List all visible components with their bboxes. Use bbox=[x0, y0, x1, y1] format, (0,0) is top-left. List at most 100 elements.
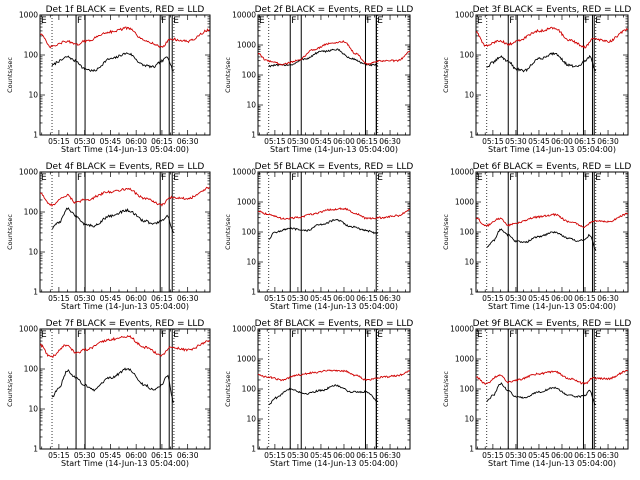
marker-label: E bbox=[477, 16, 483, 26]
x-tick-label: 05:15 bbox=[482, 294, 504, 303]
marker-label: F bbox=[584, 173, 589, 183]
y-tick-label: 1000 bbox=[455, 11, 474, 20]
y-tick-label: 1 bbox=[33, 288, 38, 297]
y-tick-label: 1000 bbox=[237, 355, 256, 364]
marker-label: F bbox=[161, 173, 166, 183]
marker-label: E bbox=[259, 16, 265, 26]
x-tick-label: 06:15 bbox=[574, 451, 596, 460]
detector-plot: Det 4f BLACK = Events, RED = LLD 1 10 100 10… bbox=[6, 162, 211, 311]
plot-title: Det 2f BLACK = Events, RED = LLD bbox=[255, 5, 414, 15]
marker-label: E bbox=[377, 16, 383, 26]
x-axis-label: Start Time (14-Jun-13 05:04:00) bbox=[61, 302, 189, 311]
y-tick-label: 10 bbox=[464, 258, 474, 267]
y-tick-label: 1 bbox=[33, 445, 38, 454]
x-tick-label: 05:45 bbox=[528, 294, 550, 303]
x-tick-label: 06:30 bbox=[177, 137, 199, 146]
detector-plot: Det 8f BLACK = Events, RED = LLD 1 10 100 10… bbox=[224, 319, 413, 468]
marker-label: F bbox=[77, 173, 82, 183]
x-tick-label: 06:00 bbox=[125, 137, 147, 146]
x-tick-label: 06:00 bbox=[333, 451, 355, 460]
lld-series-line bbox=[40, 186, 210, 207]
x-tick-label: 06:15 bbox=[574, 137, 596, 146]
events-series-line bbox=[268, 48, 378, 68]
y-tick-label: 10 bbox=[246, 258, 256, 267]
x-tick-label: 05:15 bbox=[48, 451, 70, 460]
x-tick-label: 05:30 bbox=[287, 451, 309, 460]
plot-title: Det 6f BLACK = Events, RED = LLD bbox=[473, 162, 632, 172]
y-tick-label: 10 bbox=[246, 101, 256, 110]
marker-label: F bbox=[161, 16, 166, 26]
events-series-line bbox=[486, 51, 597, 73]
marker-label: F bbox=[509, 173, 514, 183]
y-tick-label: 100 bbox=[24, 208, 39, 217]
y-tick-label: 1000 bbox=[237, 198, 256, 207]
events-series-line bbox=[268, 218, 379, 240]
y-axis-label: Counts/sec bbox=[6, 214, 14, 250]
y-tick-label: 10000 bbox=[450, 168, 474, 177]
plot-frame bbox=[257, 171, 411, 293]
x-tick-label: 06:15 bbox=[574, 294, 596, 303]
y-axis-label: Counts/sec bbox=[224, 214, 232, 250]
marker-label: F bbox=[366, 16, 371, 26]
x-tick-label: 05:30 bbox=[505, 451, 527, 460]
y-tick-label: 1 bbox=[33, 131, 38, 140]
detector-plot: Det 3f BLACK = Events, RED = LLD 1 10 100 10… bbox=[442, 5, 631, 154]
y-tick-label: 1000 bbox=[19, 325, 38, 334]
events-series-line bbox=[51, 207, 175, 234]
x-tick-label: 05:15 bbox=[264, 451, 286, 460]
x-tick-label: 06:15 bbox=[356, 451, 378, 460]
marker-label: F bbox=[291, 173, 296, 183]
marker-label: E bbox=[173, 330, 179, 340]
x-tick-label: 06:00 bbox=[125, 451, 147, 460]
x-axis-label: Start Time (14-Jun-13 05:04:00) bbox=[488, 459, 616, 468]
plot-title: Det 9f BLACK = Events, RED = LLD bbox=[473, 319, 632, 329]
marker-label: E bbox=[477, 173, 483, 183]
marker-label: F bbox=[77, 330, 82, 340]
lld-series-line bbox=[258, 369, 410, 382]
y-tick-label: 10 bbox=[28, 91, 38, 100]
y-tick-label: 1000 bbox=[455, 355, 474, 364]
detector-plot: Det 2f BLACK = Events, RED = LLD 1 10 100 10… bbox=[224, 5, 413, 154]
x-tick-label: 06:00 bbox=[333, 137, 355, 146]
x-tick-label: 05:30 bbox=[505, 137, 527, 146]
x-tick-label: 05:30 bbox=[287, 137, 309, 146]
y-tick-label: 1 bbox=[469, 445, 474, 454]
y-axis-label: Counts/sec bbox=[442, 371, 450, 407]
lld-series-line bbox=[476, 212, 628, 229]
plot-title: Det 3f BLACK = Events, RED = LLD bbox=[473, 5, 632, 15]
marker-label: F bbox=[291, 330, 296, 340]
detector-plot: Det 6f BLACK = Events, RED = LLD 1 10 100 10… bbox=[442, 162, 631, 311]
marker-label: E bbox=[41, 173, 47, 183]
y-tick-label: 10000 bbox=[232, 168, 256, 177]
plot-title: Det 5f BLACK = Events, RED = LLD bbox=[255, 162, 414, 172]
y-tick-label: 1000 bbox=[237, 41, 256, 50]
plot-frame bbox=[257, 328, 411, 450]
marker-label: F bbox=[161, 330, 166, 340]
x-tick-label: 06:00 bbox=[333, 294, 355, 303]
marker-label: E bbox=[595, 16, 601, 26]
x-tick-label: 06:00 bbox=[551, 451, 573, 460]
x-tick-label: 06:00 bbox=[125, 294, 147, 303]
y-axis-label: Counts/sec bbox=[442, 214, 450, 250]
y-axis-label: Counts/sec bbox=[224, 371, 232, 407]
x-tick-label: 05:45 bbox=[100, 451, 122, 460]
lld-series-line bbox=[258, 39, 410, 66]
x-axis-label: Start Time (14-Jun-13 05:04:00) bbox=[488, 302, 616, 311]
plot-title: Det 7f BLACK = Events, RED = LLD bbox=[46, 319, 205, 329]
marker-label: F bbox=[509, 16, 514, 26]
plot-title: Det 8f BLACK = Events, RED = LLD bbox=[255, 319, 414, 329]
detector-plot: Det 9f BLACK = Events, RED = LLD 1 10 100 10… bbox=[442, 319, 631, 468]
y-tick-label: 10 bbox=[246, 415, 256, 424]
x-tick-label: 05:30 bbox=[74, 137, 96, 146]
x-axis-label: Start Time (14-Jun-13 05:04:00) bbox=[270, 459, 398, 468]
x-tick-label: 05:45 bbox=[310, 137, 332, 146]
plot-title: Det 4f BLACK = Events, RED = LLD bbox=[46, 162, 205, 172]
y-tick-label: 10 bbox=[28, 405, 38, 414]
y-tick-label: 1000 bbox=[19, 11, 38, 20]
detector-plot: Det 5f BLACK = Events, RED = LLD 1 10 100 10… bbox=[224, 162, 413, 311]
y-tick-label: 10 bbox=[464, 91, 474, 100]
y-tick-label: 10 bbox=[28, 248, 38, 257]
marker-label: E bbox=[41, 330, 47, 340]
x-tick-label: 06:15 bbox=[356, 294, 378, 303]
